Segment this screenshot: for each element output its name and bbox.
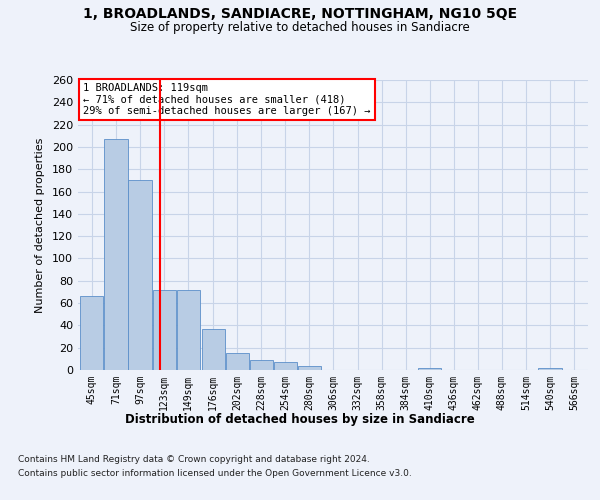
Bar: [298, 366, 321, 370]
Text: 1 BROADLANDS: 119sqm
← 71% of detached houses are smaller (418)
29% of semi-deta: 1 BROADLANDS: 119sqm ← 71% of detached h…: [83, 83, 371, 116]
Bar: [418, 368, 441, 370]
Y-axis label: Number of detached properties: Number of detached properties: [35, 138, 45, 312]
Text: Size of property relative to detached houses in Sandiacre: Size of property relative to detached ho…: [130, 21, 470, 34]
Bar: [80, 296, 103, 370]
Text: Distribution of detached houses by size in Sandiacre: Distribution of detached houses by size …: [125, 412, 475, 426]
Bar: [152, 290, 176, 370]
Bar: [250, 360, 273, 370]
Bar: [274, 362, 297, 370]
Text: Contains public sector information licensed under the Open Government Licence v3: Contains public sector information licen…: [18, 468, 412, 477]
Text: 1, BROADLANDS, SANDIACRE, NOTTINGHAM, NG10 5QE: 1, BROADLANDS, SANDIACRE, NOTTINGHAM, NG…: [83, 8, 517, 22]
Text: Contains HM Land Registry data © Crown copyright and database right 2024.: Contains HM Land Registry data © Crown c…: [18, 455, 370, 464]
Bar: [226, 354, 249, 370]
Bar: [202, 328, 225, 370]
Bar: [176, 290, 200, 370]
Bar: [128, 180, 152, 370]
Bar: [104, 139, 128, 370]
Bar: [538, 368, 562, 370]
